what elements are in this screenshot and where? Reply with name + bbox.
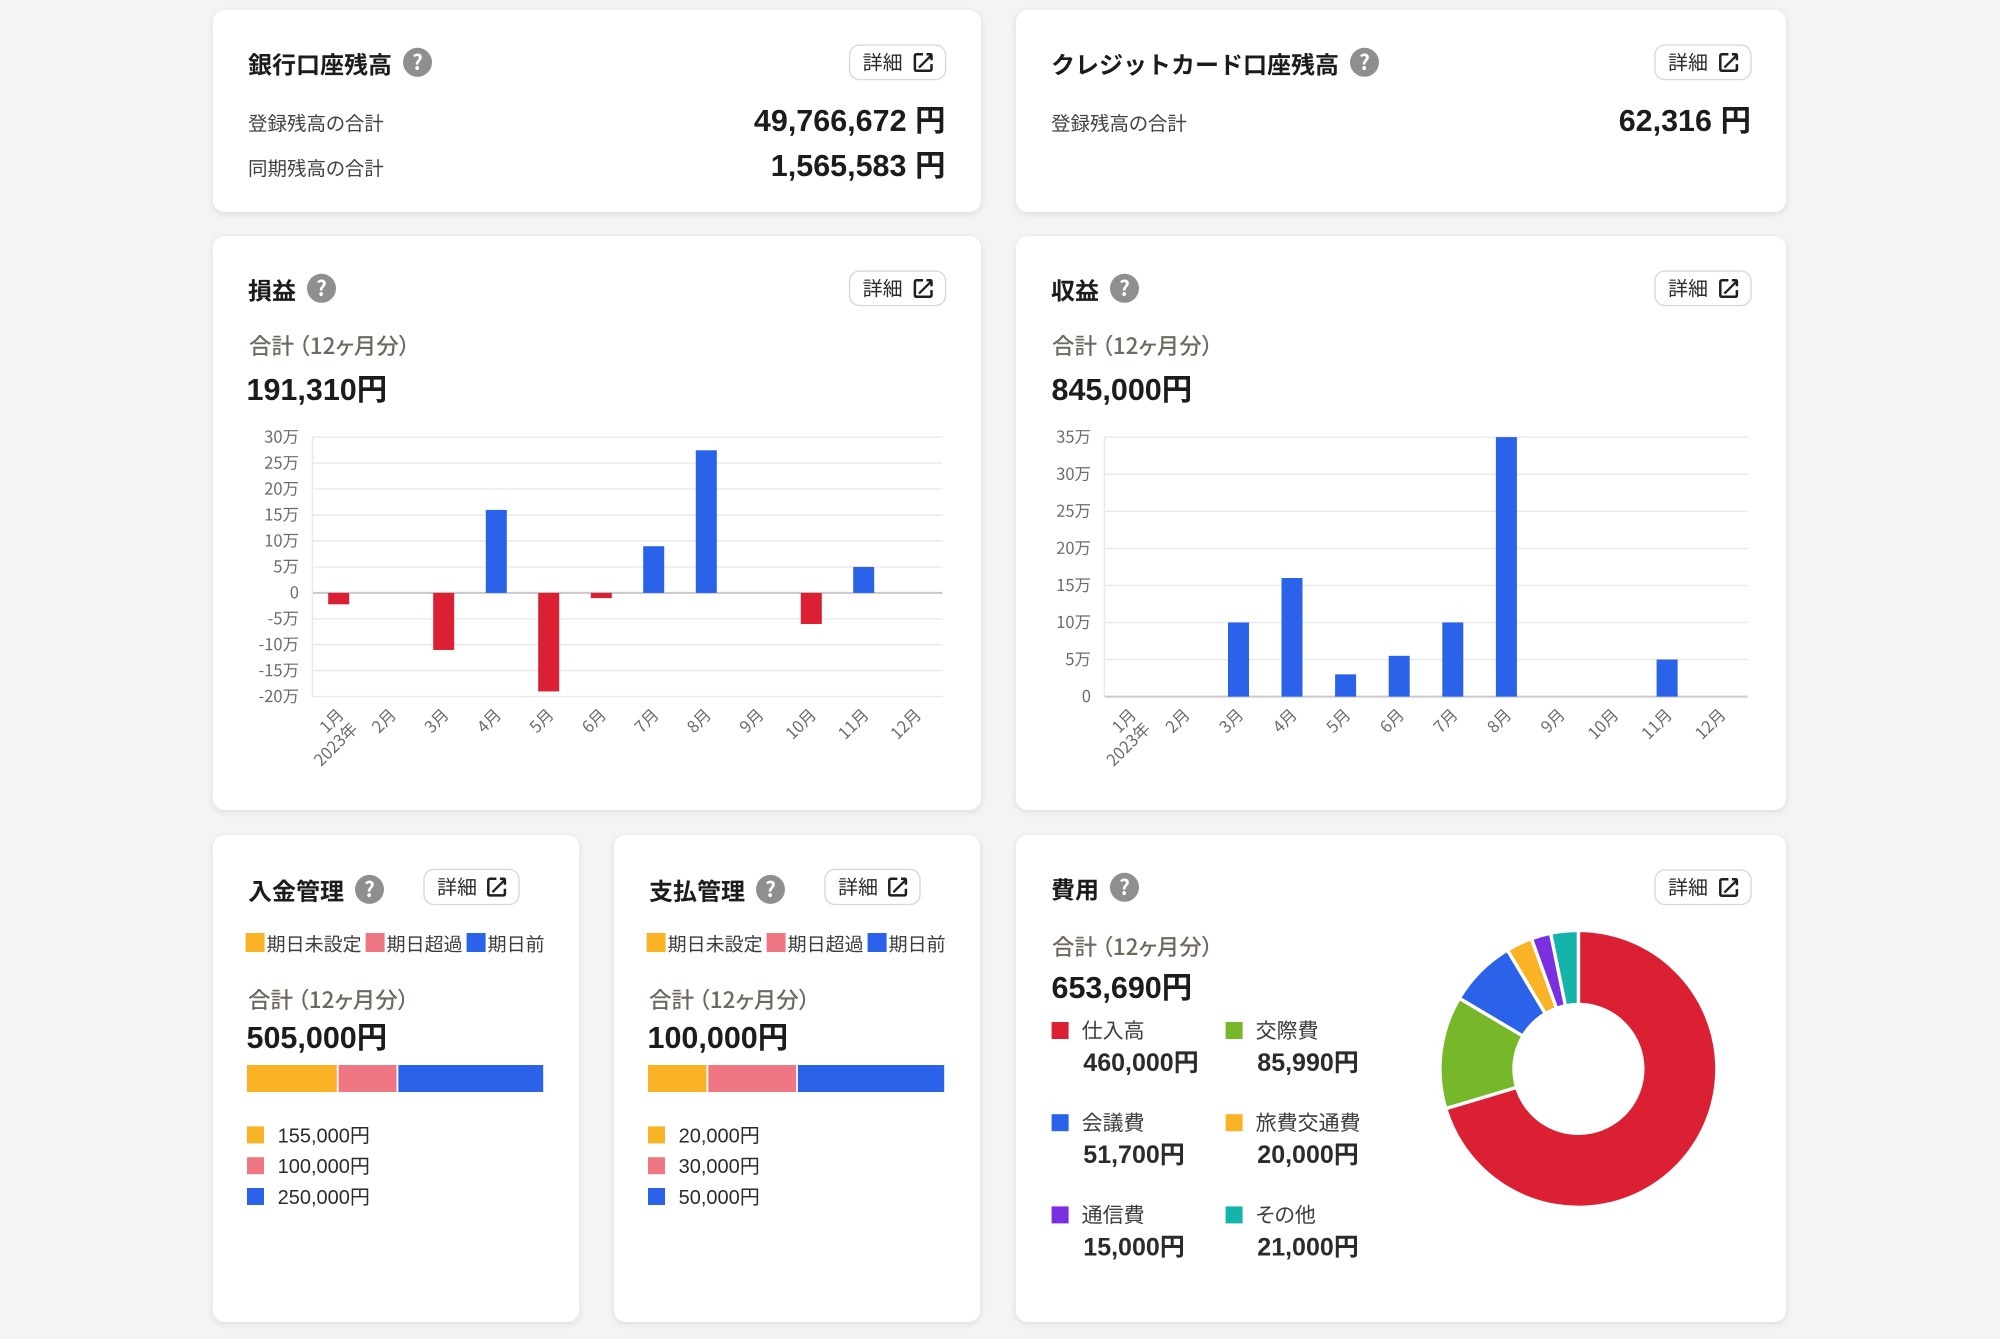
svg-text:85,990: 85,990 — [1257, 1049, 1333, 1077]
svg-text:20,000: 20,000 — [1257, 1141, 1333, 1169]
svg-text:505,000: 505,000 — [247, 1021, 357, 1055]
svg-text:62,316: 62,316 — [1619, 104, 1712, 138]
svg-text:21,000: 21,000 — [1257, 1233, 1333, 1261]
svg-text:845,000: 845,000 — [1052, 373, 1162, 407]
svg-text:51,700: 51,700 — [1083, 1141, 1159, 1169]
svg-text:49,766,672: 49,766,672 — [754, 104, 907, 138]
svg-text:100,000: 100,000 — [278, 1156, 350, 1178]
svg-text:15,000: 15,000 — [1083, 1233, 1159, 1261]
svg-text:100,000: 100,000 — [648, 1021, 758, 1055]
svg-text:50,000: 50,000 — [679, 1187, 740, 1209]
svg-text:20,000: 20,000 — [679, 1125, 740, 1147]
svg-text:653,690: 653,690 — [1052, 971, 1162, 1005]
svg-text:250,000: 250,000 — [278, 1187, 350, 1209]
svg-text:191,310: 191,310 — [247, 373, 357, 407]
svg-text:1,565,583: 1,565,583 — [771, 149, 907, 183]
svg-text:155,000: 155,000 — [278, 1125, 350, 1147]
svg-text:460,000: 460,000 — [1083, 1049, 1173, 1077]
svg-text:30,000: 30,000 — [679, 1156, 740, 1178]
